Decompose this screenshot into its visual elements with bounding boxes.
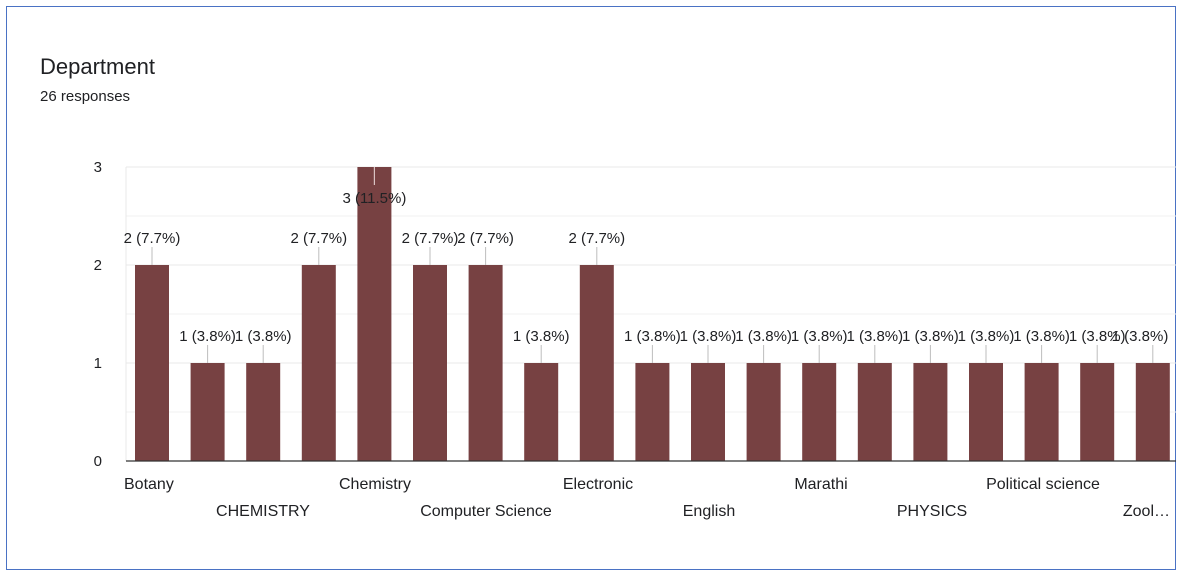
- data-label: 1 (3.8%): [624, 328, 681, 345]
- bars-group: 2 (7.7%)1 (3.8%)1 (3.8%)2 (7.7%)3 (11.5%…: [124, 167, 1170, 461]
- x-category-label: Marathi: [794, 476, 847, 493]
- bar: [1024, 363, 1059, 461]
- x-category-label: CHEMISTRY: [216, 503, 310, 520]
- bar: [635, 363, 670, 461]
- data-label: 3 (11.5%): [342, 190, 406, 207]
- bar: [413, 265, 447, 461]
- bar: [190, 363, 225, 461]
- bar: [357, 167, 392, 461]
- bar: [246, 363, 281, 461]
- bar: [135, 265, 169, 461]
- x-category-label: Botany: [124, 476, 174, 493]
- bar: [1135, 363, 1170, 461]
- data-label: 2 (7.7%): [568, 230, 625, 247]
- x-category-label: Zool…: [1123, 503, 1170, 520]
- question-title: Department: [40, 54, 155, 79]
- data-label: 1 (3.8%): [680, 328, 737, 345]
- data-label: 2 (7.7%): [290, 230, 347, 247]
- data-label: 1 (3.8%): [791, 328, 848, 345]
- y-tick-label: 1: [94, 355, 102, 372]
- bar: [301, 265, 336, 461]
- data-label: 2 (7.7%): [402, 230, 459, 247]
- data-label: 1 (3.8%): [179, 328, 236, 345]
- bar: [524, 363, 559, 461]
- bar: [913, 363, 948, 461]
- bar: [969, 363, 1003, 461]
- bar: [468, 265, 503, 461]
- x-category-label: Chemistry: [339, 476, 411, 493]
- data-label: 1 (3.8%): [958, 328, 1015, 345]
- data-label: 1 (3.8%): [1069, 328, 1126, 345]
- data-label: 1 (3.8%): [1013, 328, 1070, 345]
- response-count: 26 responses: [40, 88, 131, 105]
- y-tick-label: 0: [94, 453, 102, 470]
- y-tick-label: 2: [94, 257, 102, 274]
- bar: [691, 363, 725, 461]
- bar: [802, 363, 837, 461]
- data-label: 1 (3.8%): [846, 328, 903, 345]
- bar: [746, 363, 781, 461]
- data-label: 2 (7.7%): [124, 230, 181, 247]
- data-label: 1 (3.8%): [902, 328, 959, 345]
- bar: [857, 363, 892, 461]
- x-category-label: PHYSICS: [897, 503, 967, 520]
- y-tick-label: 3: [94, 159, 102, 176]
- data-label: 1 (3.8%): [735, 328, 792, 345]
- bar: [1080, 363, 1115, 461]
- x-category-label: Electronic: [563, 476, 633, 493]
- x-category-label: Computer Science: [420, 503, 552, 520]
- data-label: 2 (7.7%): [457, 230, 514, 247]
- data-label: 1 (3.8%): [235, 328, 292, 345]
- x-category-label: English: [683, 503, 735, 520]
- bar: [579, 265, 614, 461]
- x-category-label: Political science: [986, 476, 1100, 493]
- data-label: 1 (3.8%): [513, 328, 570, 345]
- data-label: 1 (3.8%): [1112, 328, 1169, 345]
